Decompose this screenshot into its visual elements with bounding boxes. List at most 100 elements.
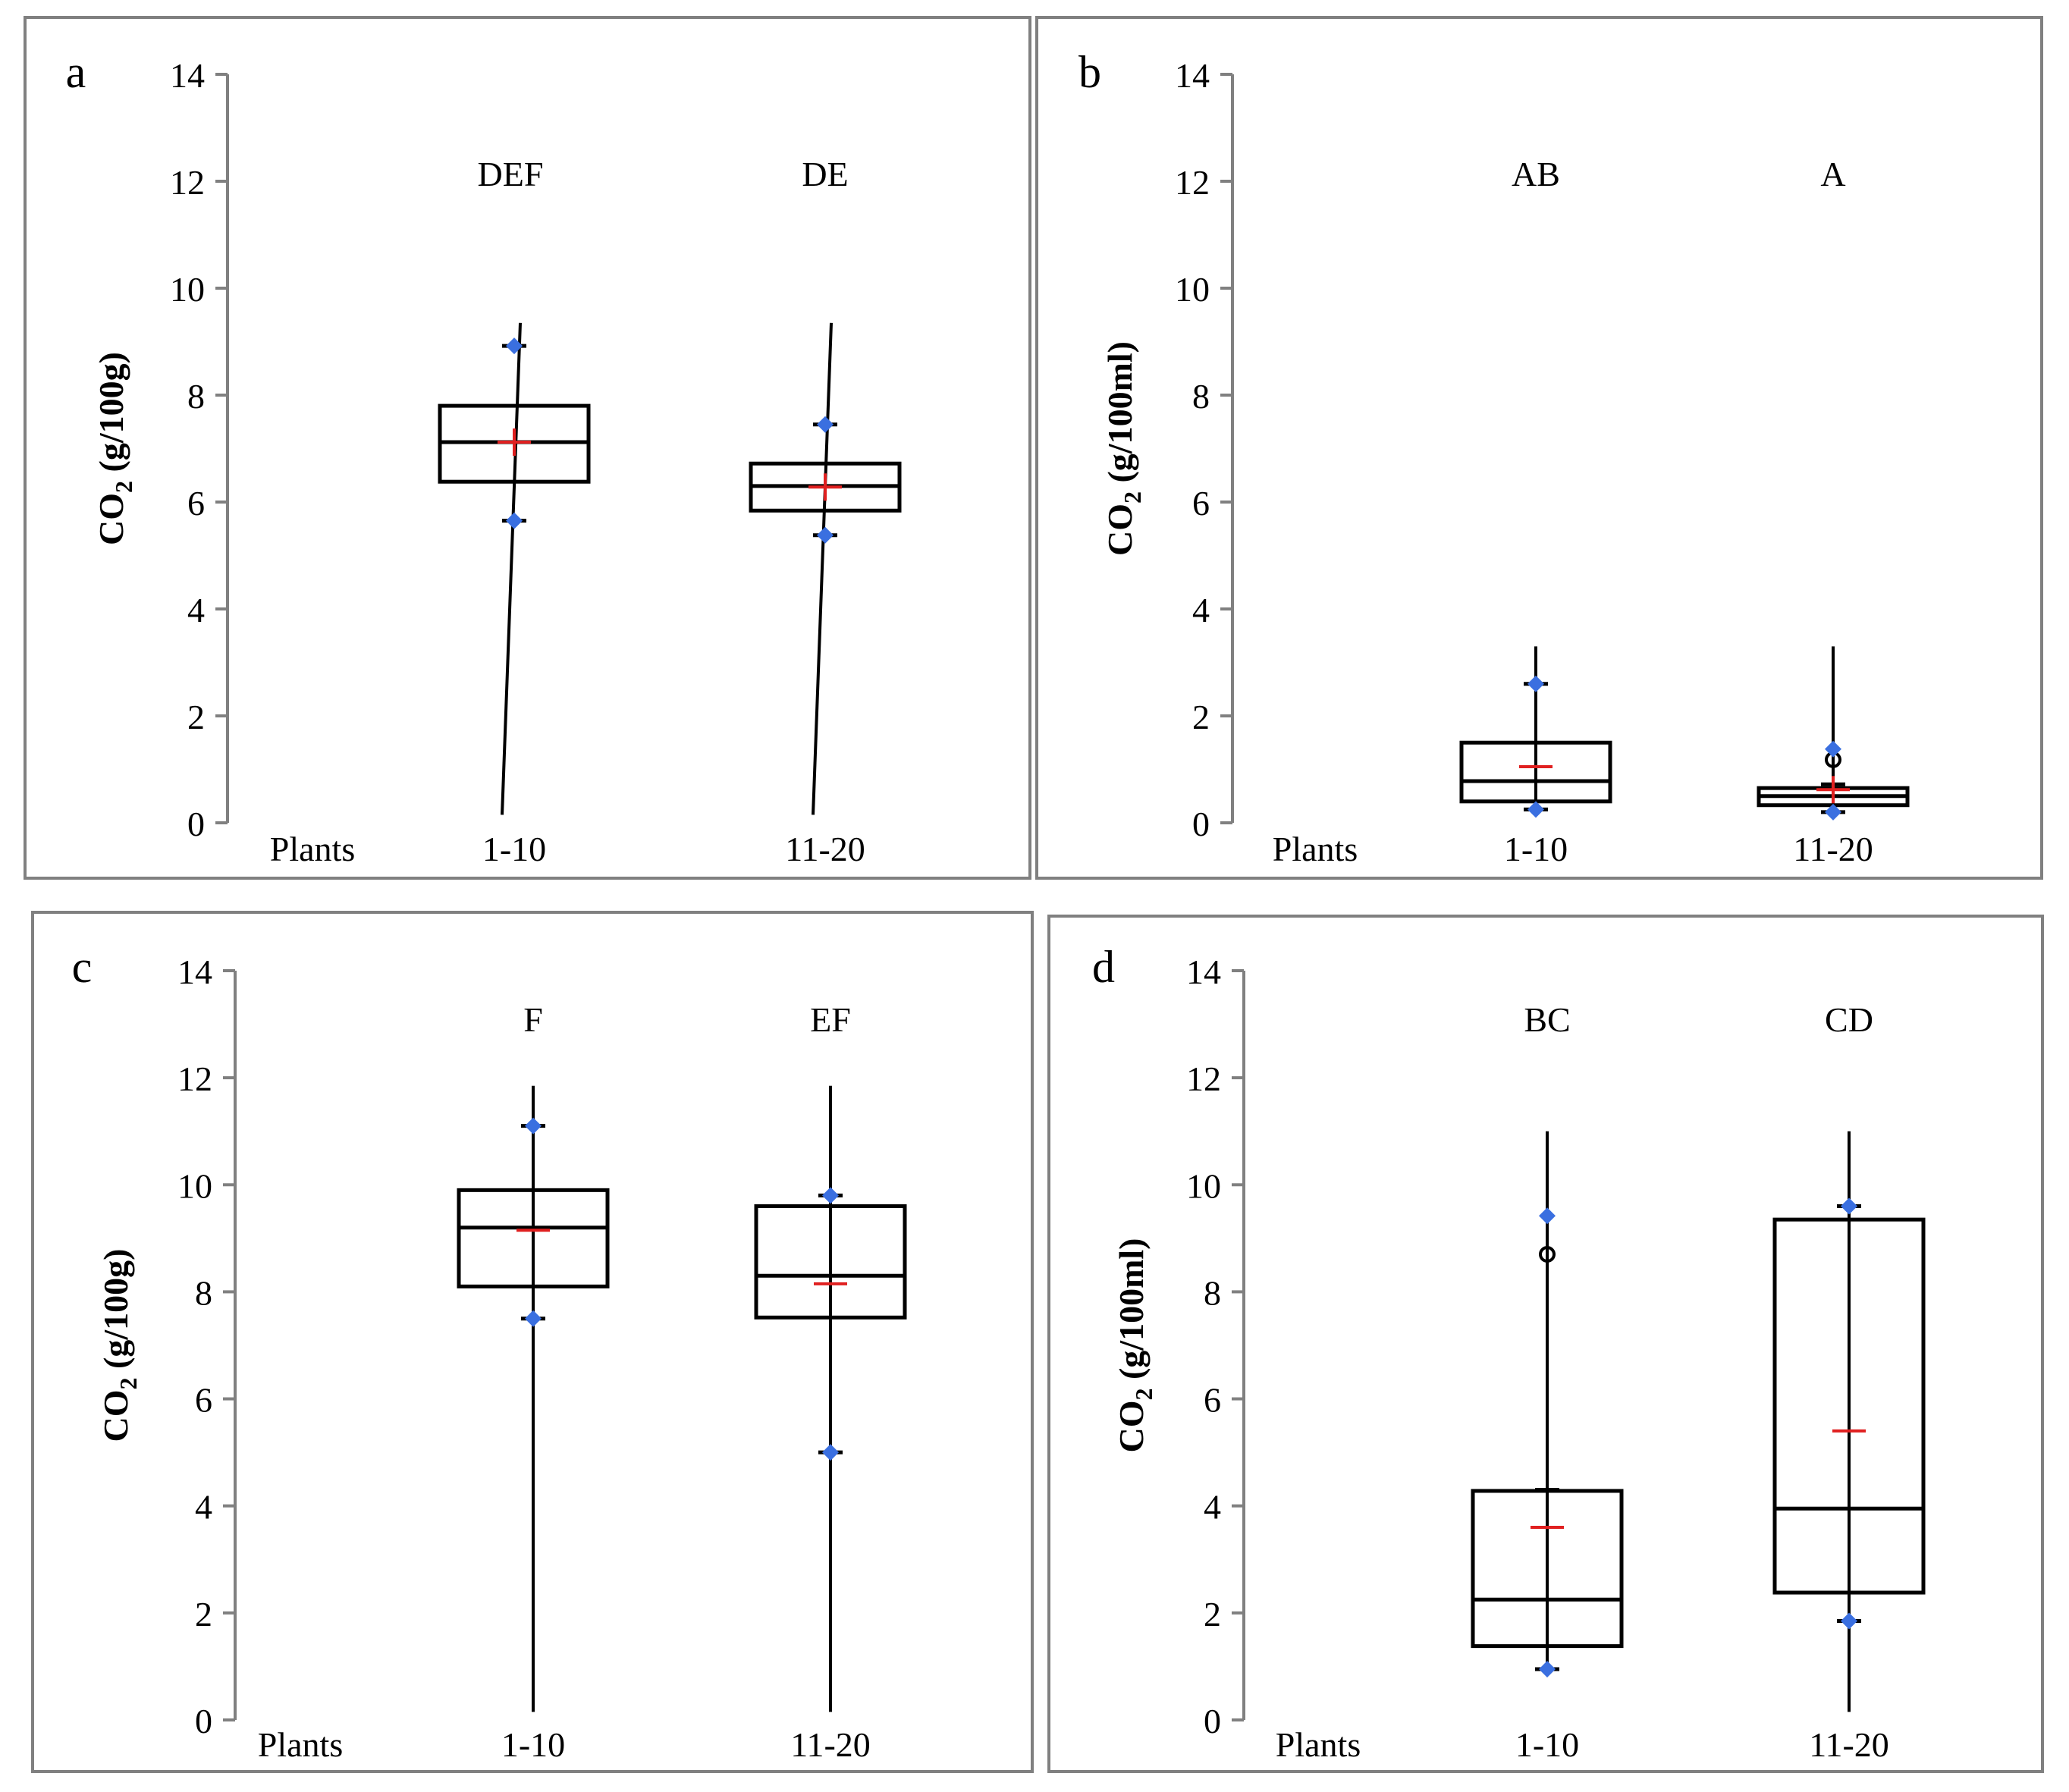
y-axis-label: CO2 (g/100ml) — [1112, 1238, 1157, 1452]
extreme-point — [1841, 1612, 1857, 1630]
extreme-point — [1841, 1197, 1857, 1215]
extreme-point — [1527, 675, 1544, 692]
y-tick-label: 12 — [1175, 163, 1210, 202]
y-tick-label: 8 — [1204, 1273, 1221, 1312]
significance-letters: CD — [1825, 1000, 1873, 1039]
panel-frame — [1047, 915, 2044, 1773]
box-group-1-10: AB 1-10 — [1459, 155, 1612, 868]
y-tick-label: 8 — [195, 1273, 212, 1312]
y-tick-label: 10 — [1186, 1166, 1221, 1205]
whisker-range-line — [812, 322, 833, 815]
panel-label: c — [72, 942, 93, 992]
y-axis-label: CO2 (g/100g) — [96, 1249, 142, 1442]
y-tick-label: 2 — [195, 1595, 212, 1634]
x-category-label: 1-10 — [1504, 830, 1568, 868]
y-axis-label-base: CO — [1112, 1401, 1151, 1453]
box-group-11-20: A 11-20 — [1757, 155, 1910, 868]
y-tick-label: 10 — [170, 270, 205, 309]
extreme-point — [1825, 803, 1841, 821]
y-tick-label: 8 — [1192, 377, 1210, 416]
y-tick-label: 14 — [1175, 56, 1210, 95]
extreme-point — [1527, 801, 1544, 818]
y-tick-label: 4 — [195, 1488, 212, 1527]
y-axis-label-base: CO — [92, 493, 130, 545]
y-axis-label-subscript: 2 — [1119, 491, 1146, 504]
y-axis-label-unit: (g/100ml) — [1100, 341, 1139, 491]
box-iqr — [1772, 1217, 1926, 1595]
y-tick-label: 2 — [187, 698, 205, 736]
y-tick-label: 6 — [1204, 1381, 1221, 1420]
chart-panel-c: c 0 2 4 6 8 10 12 14 CO2 (g/100g) Plants F 1-10 EF 11-… — [31, 911, 1034, 1773]
y-tick-label: 14 — [177, 952, 212, 991]
y-tick-label: 0 — [195, 1702, 212, 1740]
y-tick-label: 2 — [1204, 1595, 1221, 1634]
extreme-point — [506, 512, 523, 529]
significance-letters: DE — [802, 155, 848, 193]
y-tick-label: 0 — [1204, 1702, 1221, 1740]
x-category-label: 1-10 — [501, 1725, 565, 1764]
x-category-label: 11-20 — [785, 830, 865, 868]
x-axis-label: Plants — [1273, 830, 1358, 868]
y-tick-label: 14 — [170, 56, 205, 95]
y-tick-label: 4 — [187, 591, 205, 629]
box-group-1-10: DEF 1-10 — [438, 155, 591, 868]
y-axis-label-unit: (g/100ml) — [1112, 1238, 1151, 1388]
x-axis-label: Plants — [270, 830, 355, 868]
x-axis-label: Plants — [258, 1725, 343, 1764]
panel-label: d — [1092, 942, 1115, 992]
y-axis-label-unit: (g/100g) — [96, 1249, 135, 1378]
y-axis-label-subscript: 2 — [115, 1377, 142, 1389]
significance-letters: EF — [810, 1000, 851, 1039]
x-category-label: 11-20 — [1809, 1725, 1889, 1764]
extreme-point — [525, 1310, 542, 1327]
panel-label: b — [1078, 47, 1101, 97]
y-axis-label-unit: (g/100g) — [92, 352, 130, 481]
significance-letters: A — [1820, 155, 1845, 193]
extreme-point — [525, 1117, 542, 1135]
y-tick-label: 0 — [1192, 805, 1210, 843]
y-tick-label: 6 — [187, 484, 205, 523]
y-tick-label: 12 — [1186, 1059, 1221, 1098]
significance-letters: AB — [1512, 155, 1560, 193]
box-group-1-10: F 1-10 — [457, 1000, 610, 1764]
box-group-11-20: DE 11-20 — [749, 155, 902, 868]
outlier-point — [1539, 1246, 1556, 1263]
x-category-label: 1-10 — [482, 830, 546, 868]
x-category-label: 11-20 — [790, 1725, 871, 1764]
whisker-range-line — [501, 322, 522, 815]
significance-letters: BC — [1524, 1000, 1570, 1039]
panel-frame — [1035, 16, 2043, 880]
y-axis-label: CO2 (g/100ml) — [1100, 341, 1146, 556]
y-axis-label-base: CO — [1100, 504, 1139, 556]
significance-letters: DEF — [478, 155, 544, 193]
y-axis-label-subscript: 2 — [1130, 1389, 1157, 1401]
y-tick-label: 2 — [1192, 698, 1210, 736]
extreme-point — [817, 526, 834, 544]
extreme-point — [1825, 740, 1841, 758]
extreme-point — [822, 1444, 839, 1461]
extreme-point — [1539, 1207, 1556, 1225]
y-tick-label: 6 — [1192, 484, 1210, 523]
extreme-point — [817, 416, 834, 433]
box-group-11-20: CD 11-20 — [1772, 1000, 1926, 1764]
y-tick-label: 12 — [177, 1059, 212, 1098]
y-tick-label: 10 — [177, 1166, 212, 1205]
y-tick-label: 6 — [195, 1381, 212, 1420]
box-iqr — [1471, 1489, 1624, 1649]
extreme-point — [1539, 1660, 1556, 1677]
y-axis-label: CO2 (g/100g) — [92, 352, 137, 545]
y-tick-label: 8 — [187, 377, 205, 416]
y-axis-label-subscript: 2 — [110, 481, 137, 493]
significance-letters: F — [523, 1000, 543, 1039]
x-category-label: 1-10 — [1515, 1725, 1579, 1764]
y-tick-label: 12 — [170, 163, 205, 202]
panel-frame — [31, 911, 1034, 1773]
extreme-point — [822, 1187, 839, 1204]
x-category-label: 11-20 — [1793, 830, 1873, 868]
y-tick-label: 10 — [1175, 270, 1210, 309]
